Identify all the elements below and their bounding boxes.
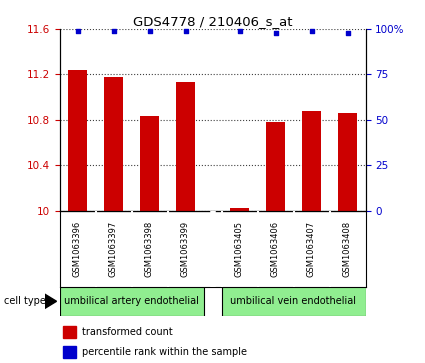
Text: umbilical artery endothelial: umbilical artery endothelial <box>64 296 199 306</box>
Point <box>182 28 189 34</box>
Text: GSM1063405: GSM1063405 <box>235 221 244 277</box>
Text: transformed count: transformed count <box>82 327 173 337</box>
Bar <box>302 111 321 211</box>
Point <box>74 28 81 34</box>
Bar <box>68 70 88 211</box>
Text: percentile rank within the sample: percentile rank within the sample <box>82 347 247 357</box>
Bar <box>62 346 76 358</box>
Text: GSM1063399: GSM1063399 <box>181 221 190 277</box>
Bar <box>221 287 366 316</box>
Bar <box>139 117 159 211</box>
Point <box>236 28 243 34</box>
Point <box>308 28 315 34</box>
Point <box>344 30 351 36</box>
Text: GSM1063408: GSM1063408 <box>343 221 352 277</box>
Bar <box>176 82 196 211</box>
Text: GSM1063407: GSM1063407 <box>307 221 316 277</box>
Bar <box>230 208 249 211</box>
Point <box>146 28 153 34</box>
Point <box>110 28 117 34</box>
Bar <box>266 122 286 211</box>
Bar <box>62 326 76 338</box>
Bar <box>337 113 357 211</box>
Point <box>272 30 279 36</box>
Text: GSM1063398: GSM1063398 <box>145 221 154 277</box>
Text: umbilical vein endothelial: umbilical vein endothelial <box>230 296 357 306</box>
Polygon shape <box>45 294 57 309</box>
Text: GSM1063396: GSM1063396 <box>73 221 82 277</box>
Bar <box>60 287 204 316</box>
Text: GSM1063406: GSM1063406 <box>271 221 280 277</box>
Bar <box>104 77 123 211</box>
Text: GSM1063397: GSM1063397 <box>109 221 118 277</box>
Title: GDS4778 / 210406_s_at: GDS4778 / 210406_s_at <box>133 15 292 28</box>
Text: cell type: cell type <box>4 296 46 306</box>
